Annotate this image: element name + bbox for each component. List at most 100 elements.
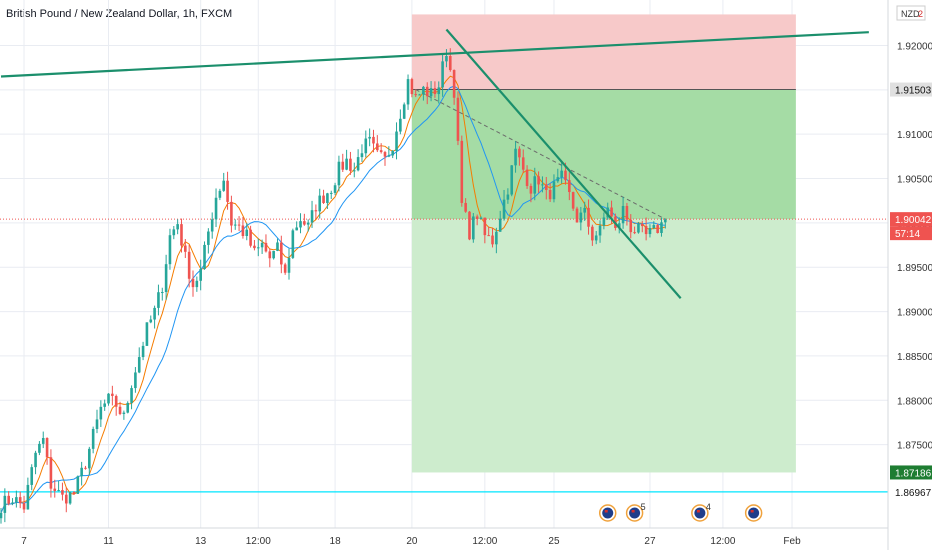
- candle-body: [253, 245, 256, 249]
- candle-body: [437, 87, 441, 95]
- time-tick-label: 13: [195, 536, 207, 547]
- candle-body: [610, 207, 613, 217]
- candle-body: [30, 467, 34, 485]
- candle-body: [621, 205, 625, 224]
- candle-body: [364, 138, 368, 154]
- candle-body: [514, 148, 517, 166]
- candle-body: [114, 395, 118, 407]
- candle-body: [34, 452, 37, 468]
- time-axis[interactable]: 7 11 13 12:00 18 20 12:00 25 27 12:00 Feb: [0, 527, 888, 547]
- target-price-tag: 1.87186: [895, 468, 932, 479]
- candle-body: [57, 490, 60, 492]
- candle-body: [617, 223, 621, 228]
- flag-icon-stripe: [604, 510, 608, 513]
- price-tick-label: 1.89000: [897, 308, 932, 319]
- candle-body: [322, 195, 325, 204]
- candle-body: [360, 153, 364, 158]
- candle-body: [49, 457, 53, 489]
- candle-body: [318, 195, 322, 212]
- candle-body: [306, 222, 310, 225]
- candle-body: [249, 229, 252, 246]
- candle-body: [445, 56, 448, 62]
- candle-body: [137, 357, 141, 373]
- candle-body: [448, 56, 452, 71]
- candle-body: [379, 150, 383, 153]
- candle-body: [598, 225, 602, 236]
- candle-body: [187, 251, 191, 279]
- time-tick-label: 7: [21, 536, 27, 547]
- candle-body: [99, 406, 103, 420]
- candle-body: [280, 242, 283, 265]
- support-price-tag: 1.86967: [895, 488, 932, 499]
- candle-body: [264, 242, 268, 252]
- candle-body: [468, 211, 471, 240]
- horizontal-levels: [0, 218, 888, 493]
- candle-body: [652, 225, 656, 229]
- price-axis[interactable]: 1.920001.915001.910001.905001.900001.895…: [887, 0, 932, 550]
- candle-body: [256, 247, 260, 249]
- current-price-tag: 1.90042: [895, 215, 932, 226]
- candle-body: [429, 88, 433, 97]
- candle-body: [276, 242, 279, 251]
- candle-body: [495, 231, 498, 245]
- candle-body: [153, 307, 156, 320]
- candle-body: [168, 235, 172, 265]
- candle-body: [368, 136, 371, 139]
- candle-body: [475, 216, 479, 219]
- candle-body: [583, 207, 586, 213]
- trendlines[interactable]: [0, 28, 869, 299]
- candle-body: [560, 170, 563, 178]
- candle-body: [433, 88, 437, 95]
- position-zones[interactable]: [411, 14, 796, 473]
- flag-icon-stripe: [750, 510, 754, 513]
- candle-body: [629, 219, 633, 233]
- candle-body: [529, 185, 533, 194]
- flag-icon-stripe: [696, 510, 700, 513]
- flag-icon: [694, 507, 706, 519]
- candle-body: [41, 438, 45, 444]
- candle-body: [452, 70, 456, 98]
- economic-event-marker: [744, 504, 763, 522]
- flag-icon: [748, 507, 760, 519]
- candle-body: [456, 97, 460, 141]
- candle-body: [602, 217, 606, 226]
- candle-body: [303, 221, 306, 225]
- candle-body: [352, 170, 356, 172]
- candle-body: [157, 292, 160, 308]
- candle-body: [134, 372, 137, 389]
- candle-body: [537, 176, 540, 185]
- candle-body: [418, 94, 421, 96]
- price-tick-label: 1.89500: [897, 263, 932, 274]
- candle-body: [111, 393, 114, 396]
- time-tick-label: 18: [330, 536, 342, 547]
- candle-body: [521, 157, 525, 170]
- candle-body: [399, 118, 402, 132]
- price-tick-label: 1.88500: [897, 352, 932, 363]
- candles: [0, 48, 667, 524]
- candle-body: [122, 412, 126, 414]
- candle-body: [568, 180, 571, 193]
- candle-body: [510, 165, 514, 195]
- candle-body: [68, 491, 72, 504]
- candle-body: [91, 428, 95, 449]
- time-tick-label: 11: [103, 536, 114, 547]
- candle-body: [260, 242, 264, 248]
- candle-body: [544, 184, 548, 190]
- candle-body: [472, 216, 475, 240]
- candle-body: [0, 512, 3, 519]
- candle-body: [633, 232, 636, 234]
- candle-body: [291, 230, 295, 258]
- candle-body: [233, 224, 237, 226]
- candle-body: [199, 269, 202, 281]
- candle-body: [376, 143, 379, 151]
- candle-body: [333, 185, 337, 193]
- entry-price-tag-bg: [890, 82, 932, 97]
- currency-label: NZD: [901, 9, 920, 19]
- candle-body: [53, 488, 57, 491]
- candle-body: [15, 497, 18, 503]
- candle-body: [664, 219, 667, 223]
- candle-body: [72, 491, 76, 494]
- candle-body: [268, 251, 272, 259]
